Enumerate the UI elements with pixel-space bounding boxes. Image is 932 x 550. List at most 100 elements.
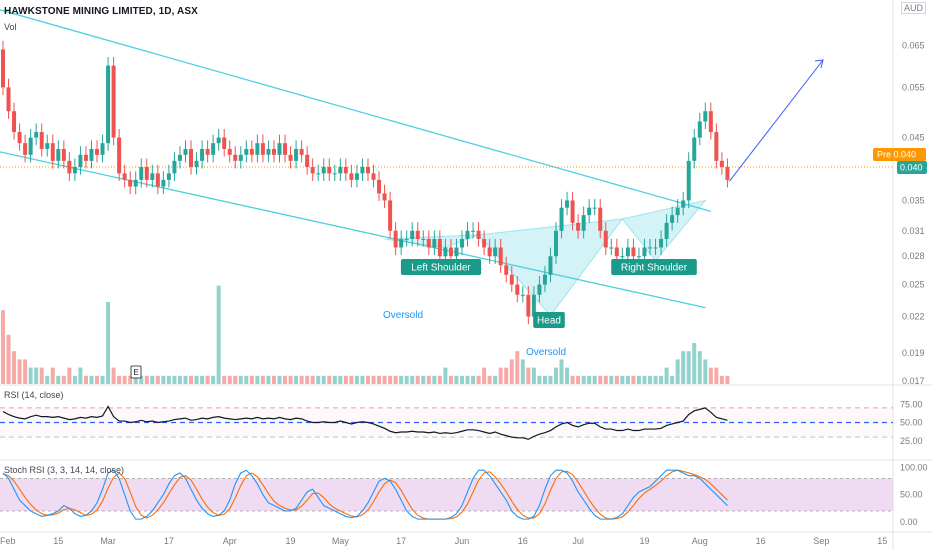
volume-bar (6, 334, 11, 384)
volume-bar (50, 367, 55, 384)
candle (498, 238, 503, 273)
candle-body (509, 274, 514, 285)
candle (487, 238, 492, 264)
volume-bar (89, 375, 94, 384)
candle-body (487, 247, 492, 257)
candle-body (576, 222, 581, 231)
candle (200, 140, 205, 169)
volume-bar (526, 367, 531, 384)
candle-body (382, 193, 387, 201)
candle (327, 158, 332, 181)
candle-body (305, 154, 310, 168)
candle-body (559, 207, 564, 231)
time-tick-label: 16 (756, 536, 766, 546)
volume-bar (332, 375, 337, 384)
candle (598, 199, 603, 239)
volume-bar (327, 375, 332, 384)
oversold-annotation: Oversold (383, 310, 423, 321)
candle (45, 134, 50, 157)
candle (509, 266, 514, 293)
candle (1, 40, 5, 96)
candle-body (50, 143, 55, 161)
candle (78, 146, 83, 175)
candle (559, 199, 564, 239)
candle-body (432, 238, 437, 248)
candle-body (421, 238, 426, 240)
candle (399, 230, 404, 256)
volume-bar (448, 375, 453, 384)
volume-bar (216, 285, 221, 384)
rsi-line (2, 405, 728, 440)
candle (719, 152, 724, 175)
candle (139, 158, 144, 188)
volume-bar (1, 310, 5, 384)
candle-body (609, 247, 614, 249)
volume-bar (454, 375, 459, 384)
volume-bar (172, 375, 177, 384)
candle-body (34, 132, 39, 138)
candle (111, 57, 116, 146)
candle (117, 128, 122, 181)
candle-body (570, 200, 575, 223)
candle-body (316, 173, 321, 175)
candle-body (719, 160, 724, 168)
time-tick-label: Apr (223, 536, 237, 546)
candle (12, 102, 17, 140)
volume-bar (377, 375, 382, 384)
rsi-tick-label: 25.00 (900, 436, 923, 446)
volume-bar (659, 375, 664, 384)
candle (233, 146, 238, 169)
candle-body (6, 87, 11, 112)
candle-body (697, 121, 702, 138)
volume-bar (603, 375, 608, 384)
candle (122, 164, 127, 188)
time-tick-label: Jul (572, 536, 584, 546)
stoch-tick-label: 0.00 (900, 517, 918, 527)
time-tick-label: 17 (164, 536, 174, 546)
candle-body (332, 173, 337, 175)
candle (83, 146, 88, 169)
right-shoulder-label-text: Right Shoulder (621, 263, 688, 274)
stoch-tick-label: 50.00 (900, 490, 923, 500)
candle-body (388, 200, 393, 231)
rsi-tick-label: 75.00 (900, 399, 923, 409)
candle (72, 158, 77, 181)
candle (106, 57, 111, 151)
candle-body (725, 167, 730, 180)
volume-bar (288, 375, 293, 384)
volume-bar (703, 359, 708, 384)
volume-bar (310, 375, 315, 384)
volume-bar (487, 375, 492, 384)
volume-bar (598, 375, 603, 384)
candle-body (343, 167, 348, 174)
candle (603, 222, 608, 256)
candle-body (56, 148, 61, 161)
candle (150, 164, 155, 188)
candle-body (625, 247, 630, 257)
candle-body (520, 294, 525, 296)
candle-body (133, 179, 138, 187)
volume-bar (465, 375, 470, 384)
candle (465, 222, 470, 247)
candle (708, 102, 713, 140)
channel-lower-line (0, 151, 706, 309)
volume-bar (354, 375, 359, 384)
candle (675, 199, 680, 223)
volume-bar (531, 367, 536, 384)
earnings-marker-box (130, 365, 142, 379)
candle-body (321, 167, 326, 174)
volume-bar (393, 375, 398, 384)
volume-bar (692, 343, 697, 384)
candle-body (365, 167, 370, 174)
candle (6, 78, 11, 119)
candle (526, 286, 531, 325)
head-label-text: Head (537, 316, 561, 327)
volume-bar (426, 375, 431, 384)
volume-bar (222, 375, 227, 384)
candle-body (222, 137, 227, 149)
price-tick-label: 0.031 (902, 226, 925, 236)
candle (316, 164, 321, 181)
candle (648, 238, 653, 256)
volume-bar (305, 375, 310, 384)
